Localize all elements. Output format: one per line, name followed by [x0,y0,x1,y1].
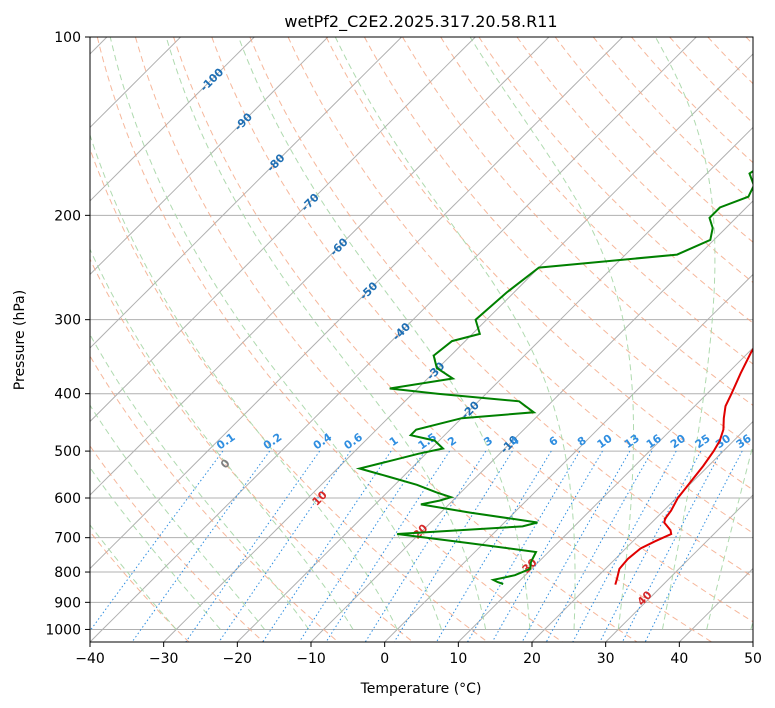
mixing-ratio-line [131,450,271,642]
isotherm-gridline [384,273,753,642]
mixing-ratio-line [185,450,321,642]
dewpoint-line [355,169,753,585]
dry-adiabat [402,37,753,406]
x-tick-label: −10 [296,651,326,667]
mixing-ratio-line [364,450,487,642]
x-tick-label: 30 [597,651,615,667]
y-tick-label: 600 [54,491,81,507]
mixing-ratio-line [467,450,581,642]
moist-adiabat [90,248,354,630]
mixing-ratio-line [435,450,552,642]
mixing-ratio-label: 36 [734,432,754,452]
moist-adiabat [90,133,398,630]
temperature-line [614,347,753,585]
dry-adiabat [554,37,753,243]
isotherm-gridline [236,126,753,642]
dry-adiabat [592,37,753,203]
dry-adiabat [96,37,563,642]
isotherm-gridline [90,37,255,202]
dry-adiabat [287,37,753,534]
moist-adiabat [90,466,221,630]
mixing-ratio-line [521,450,631,642]
isotherm-gridline [90,37,329,276]
y-tick-label: 900 [54,595,81,611]
x-tick-label: −40 [75,651,105,667]
moist-adiabat [706,443,753,630]
y-axis: 100 200 300 400 500 600 700 800 900 1000 [45,30,90,638]
mixing-ratio-line [545,450,653,642]
moist-adiabat [90,333,310,630]
dry-adiabat [173,37,712,642]
moist-adiabat [238,37,531,630]
isotherm-gridline [752,641,753,642]
moist-adiabat [334,37,576,630]
y-axis-label: Pressure (hPa) [12,290,28,390]
profiles [355,169,753,585]
chart-title: wetPf2_C2E2.2025.317.20.58.R11 [284,12,557,32]
moist-adiabat [109,37,442,630]
y-tick-label: 700 [54,531,81,547]
mixing-ratio-line [572,450,677,642]
moist-adiabat [90,524,177,630]
isotherm-gridline [90,37,476,423]
x-tick-label: 20 [523,651,541,667]
x-tick-label: 0 [380,651,389,667]
moist-adiabat [654,37,716,630]
dry-adiabat [363,37,753,448]
y-tick-label: 400 [54,387,81,403]
dry-adiabat [90,258,414,642]
dry-adiabat [90,147,488,642]
dry-adiabat [211,37,753,623]
dry-adiabat [90,355,339,642]
x-tick-label: 40 [670,651,688,667]
isotherm-gridline [163,53,753,642]
x-tick-label: −30 [149,651,179,667]
moist-adiabat [90,404,265,630]
moist-adiabat [165,37,487,630]
dry-adiabat [134,37,638,642]
dry-adiabat [440,37,753,365]
moist-adiabat [750,619,753,630]
mixing-ratio-line [621,450,722,642]
moist-adiabat [469,37,634,630]
dry-adiabat [249,37,753,578]
y-tick-label: 300 [54,313,81,329]
y-tick-label: 500 [54,444,81,460]
isotherm-gridline [531,420,753,642]
isotherm-gridline [457,347,753,642]
x-axis-label: Temperature (°C) [360,681,482,697]
dry-adiabat [90,445,264,642]
y-tick-label: 1000 [45,622,81,638]
x-tick-label: 50 [744,651,762,667]
mixing-ratio-line [393,450,513,642]
y-tick-label: 200 [54,208,81,224]
x-tick-label: −20 [223,651,253,667]
y-tick-label: 100 [54,30,81,46]
x-tick-label: 10 [449,651,467,667]
isotherm-gridline [90,37,550,496]
isotherm-gridline [605,494,753,642]
isotherm-gridline [90,37,402,349]
mixing-ratio-line [599,450,702,642]
background-lines [90,37,753,642]
y-tick-label: 800 [54,565,81,581]
x-axis: −40 −30 −20 −10 0 10 20 30 40 50 [75,642,762,667]
isotherm-gridline [90,37,623,570]
dry-adiabat [325,37,753,491]
mixing-ratio-line [218,450,351,642]
mixing-ratio-line [491,450,603,642]
plot-frame [89,36,754,643]
